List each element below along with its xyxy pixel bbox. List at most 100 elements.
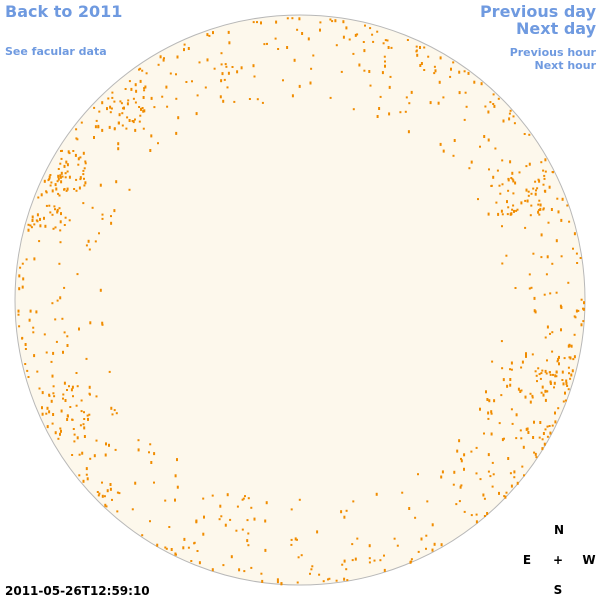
speck (560, 255, 563, 258)
speck (549, 292, 552, 295)
speck (168, 526, 171, 528)
speck (362, 41, 365, 43)
speck (452, 61, 455, 64)
speck (106, 489, 109, 493)
speck (463, 453, 466, 457)
speck (534, 192, 537, 196)
speck (17, 313, 20, 316)
speck (456, 449, 459, 453)
speck (59, 174, 62, 178)
speck (108, 125, 111, 129)
speck (51, 213, 54, 216)
speck (128, 188, 131, 191)
speck (113, 100, 116, 103)
speck (531, 394, 534, 397)
speck (153, 452, 156, 456)
speck (492, 103, 495, 105)
speck (139, 79, 142, 83)
speck (51, 189, 54, 193)
speck (60, 171, 63, 175)
speck (420, 537, 423, 541)
speck (261, 101, 264, 104)
speck (45, 191, 48, 194)
speck (41, 412, 44, 416)
facular-link[interactable]: See facular data (5, 45, 107, 58)
speck (501, 225, 503, 228)
speck (513, 470, 516, 474)
speck (518, 171, 521, 174)
speck (492, 175, 495, 179)
speck (554, 411, 556, 415)
speck (368, 544, 371, 548)
speck (84, 160, 87, 163)
speck (58, 262, 61, 265)
speck (107, 97, 110, 100)
speck (542, 208, 545, 211)
speck (567, 388, 570, 391)
speck (479, 478, 482, 481)
speck (491, 461, 494, 464)
speck (143, 87, 146, 90)
speck (477, 198, 479, 201)
speck (351, 559, 354, 562)
speck (121, 112, 124, 115)
speck (439, 56, 442, 60)
speck (134, 83, 137, 87)
speck (174, 498, 176, 502)
speck (226, 493, 229, 497)
speck (59, 162, 62, 165)
back-link[interactable]: Back to 2011 (5, 2, 122, 21)
speck (175, 131, 178, 135)
speck (89, 321, 92, 325)
speck (540, 256, 543, 259)
speck (91, 206, 94, 209)
speck (543, 293, 546, 296)
previous-day-link[interactable]: Previous day (480, 2, 597, 21)
speck (546, 255, 549, 259)
speck (316, 530, 319, 534)
speck (108, 443, 110, 447)
speck (534, 452, 537, 456)
speck (149, 443, 152, 446)
speck (492, 93, 495, 96)
speck (379, 559, 382, 562)
speck (558, 362, 560, 366)
speck (113, 209, 116, 213)
speck (190, 560, 193, 562)
speck (252, 21, 255, 24)
speck (533, 451, 536, 454)
speck (452, 483, 455, 486)
speck (376, 30, 379, 33)
speck (99, 183, 102, 187)
speck (368, 557, 371, 560)
speck (117, 147, 120, 151)
speck (115, 412, 118, 415)
speck (453, 470, 456, 474)
next-day-link[interactable]: Next day (516, 19, 597, 38)
speck (475, 520, 478, 524)
speck (66, 163, 69, 167)
speck (501, 367, 504, 370)
speck (57, 168, 60, 170)
speck (89, 393, 91, 396)
next-hour-link[interactable]: Next hour (535, 59, 597, 72)
speck (56, 180, 59, 183)
speck (568, 220, 571, 223)
speck (275, 20, 278, 24)
speck (379, 95, 382, 98)
speck (110, 107, 113, 110)
speck (253, 75, 256, 78)
speck (83, 184, 86, 187)
speck (59, 241, 62, 244)
speck (141, 107, 144, 109)
speck (153, 106, 156, 109)
previous-hour-link[interactable]: Previous hour (510, 46, 597, 59)
facular-dots (17, 17, 585, 586)
speck (141, 69, 144, 72)
speck (538, 213, 541, 216)
speck (514, 181, 517, 185)
speck (221, 72, 224, 76)
speck (127, 99, 130, 102)
speck (376, 115, 379, 118)
speck (222, 564, 225, 567)
